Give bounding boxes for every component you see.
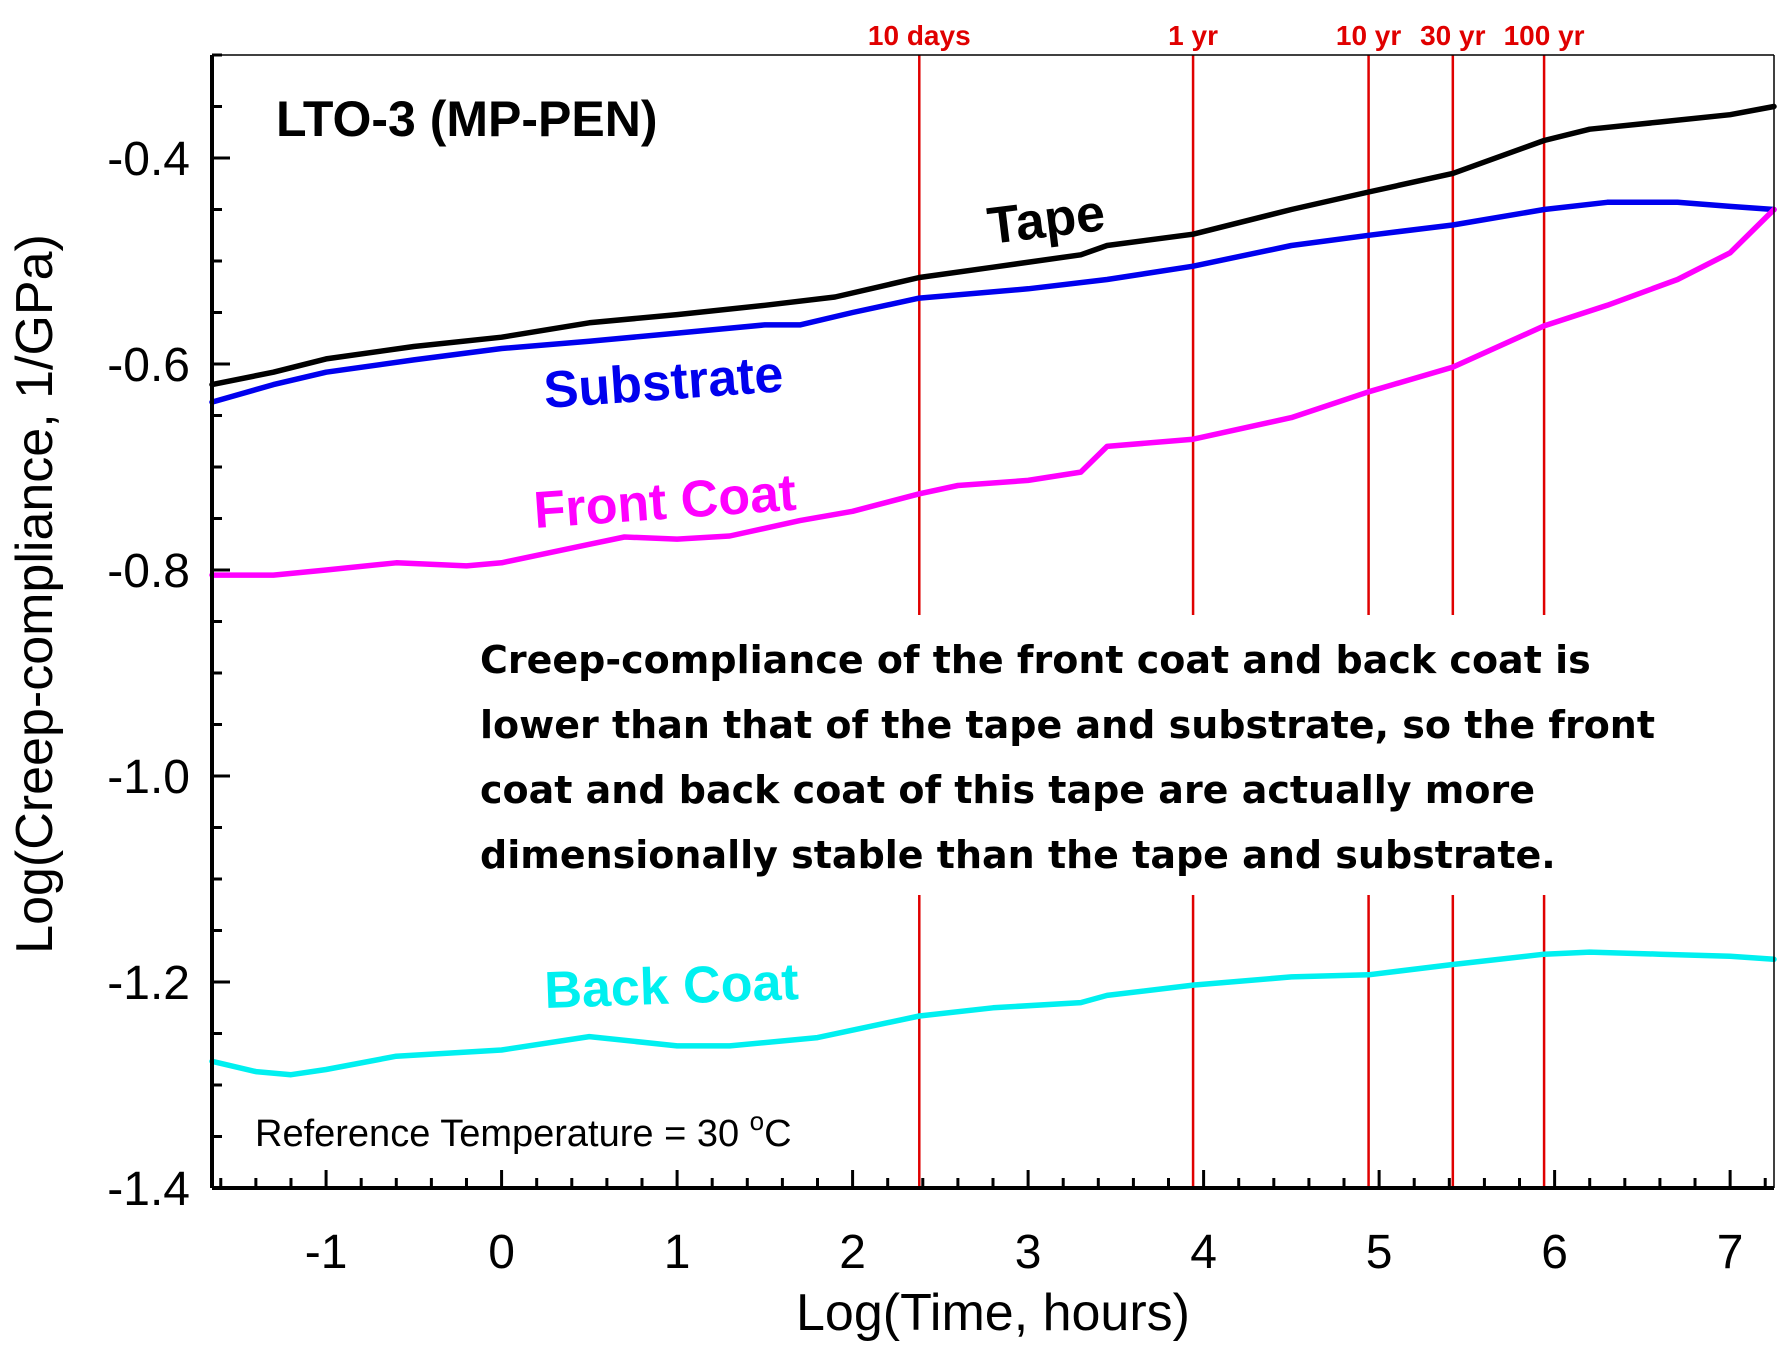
series-line-tape <box>209 103 1777 388</box>
y-tick-label: -1.4 <box>107 1163 190 1216</box>
y-tick-label: -0.8 <box>107 545 190 598</box>
series-line-substrate <box>209 199 1777 405</box>
reference-temperature: Reference Temperature = 30 oC <box>255 1106 792 1155</box>
series-line-back-coat <box>209 949 1777 1078</box>
series-label-back-coat: Back Coat <box>543 953 799 1020</box>
series-label-tape: Tape <box>984 184 1108 256</box>
x-tick-label: 4 <box>1190 1226 1217 1279</box>
axes: -1.4 -1.2 -1.0 -0.8 -0.6 -0.4 -1 0 1 2 3 4 5 6 7 <box>107 53 1775 1279</box>
marker-label: 30 yr <box>1420 20 1485 51</box>
annotation-line: lower than that of the tape and substrat… <box>480 703 1655 747</box>
y-tick-label: -1.2 <box>107 957 190 1010</box>
y-tick-label: -1.0 <box>107 751 190 804</box>
time-markers: 10 days 1 yr 10 yr 30 yr 100 yr <box>868 20 1585 1188</box>
annotation-line: coat and back coat of this tape are actu… <box>480 768 1535 812</box>
x-tick-label: 3 <box>1015 1226 1042 1279</box>
y-axis-title: Log(Creep-compliance, 1/GPa) <box>6 234 64 954</box>
x-tick-label: 6 <box>1541 1226 1568 1279</box>
x-tick-label: 1 <box>664 1226 691 1279</box>
marker-label: 100 yr <box>1504 20 1585 51</box>
annotation-note: Creep-compliance of the front coat and b… <box>480 638 1655 877</box>
x-tick-label: -1 <box>305 1226 348 1279</box>
marker-label: 1 yr <box>1168 20 1218 51</box>
marker-label: 10 days <box>868 20 971 51</box>
series-line-front-coat <box>209 206 1777 578</box>
reference-degree-sup: o <box>750 1106 764 1136</box>
annotation-line: dimensionally stable than the tape and s… <box>480 833 1556 877</box>
y-tick-label: -0.6 <box>107 339 190 392</box>
reference-prefix: Reference Temperature = 30 <box>255 1113 750 1155</box>
x-tick-label: 5 <box>1366 1226 1393 1279</box>
series-lines <box>209 103 1777 1078</box>
marker-label: 10 yr <box>1336 20 1401 51</box>
x-axis-title: Log(Time, hours) <box>796 1284 1190 1342</box>
reference-unit: C <box>764 1113 791 1155</box>
x-tick-label: 7 <box>1717 1226 1744 1279</box>
annotation-line: Creep-compliance of the front coat and b… <box>480 638 1591 682</box>
x-tick-label: 2 <box>839 1226 866 1279</box>
x-tick-label: 0 <box>488 1226 515 1279</box>
plot-title: LTO-3 (MP-PEN) <box>276 91 657 147</box>
y-tick-label: -0.4 <box>107 133 190 186</box>
annotation-background <box>468 622 1700 892</box>
plot-area <box>212 55 1774 1188</box>
